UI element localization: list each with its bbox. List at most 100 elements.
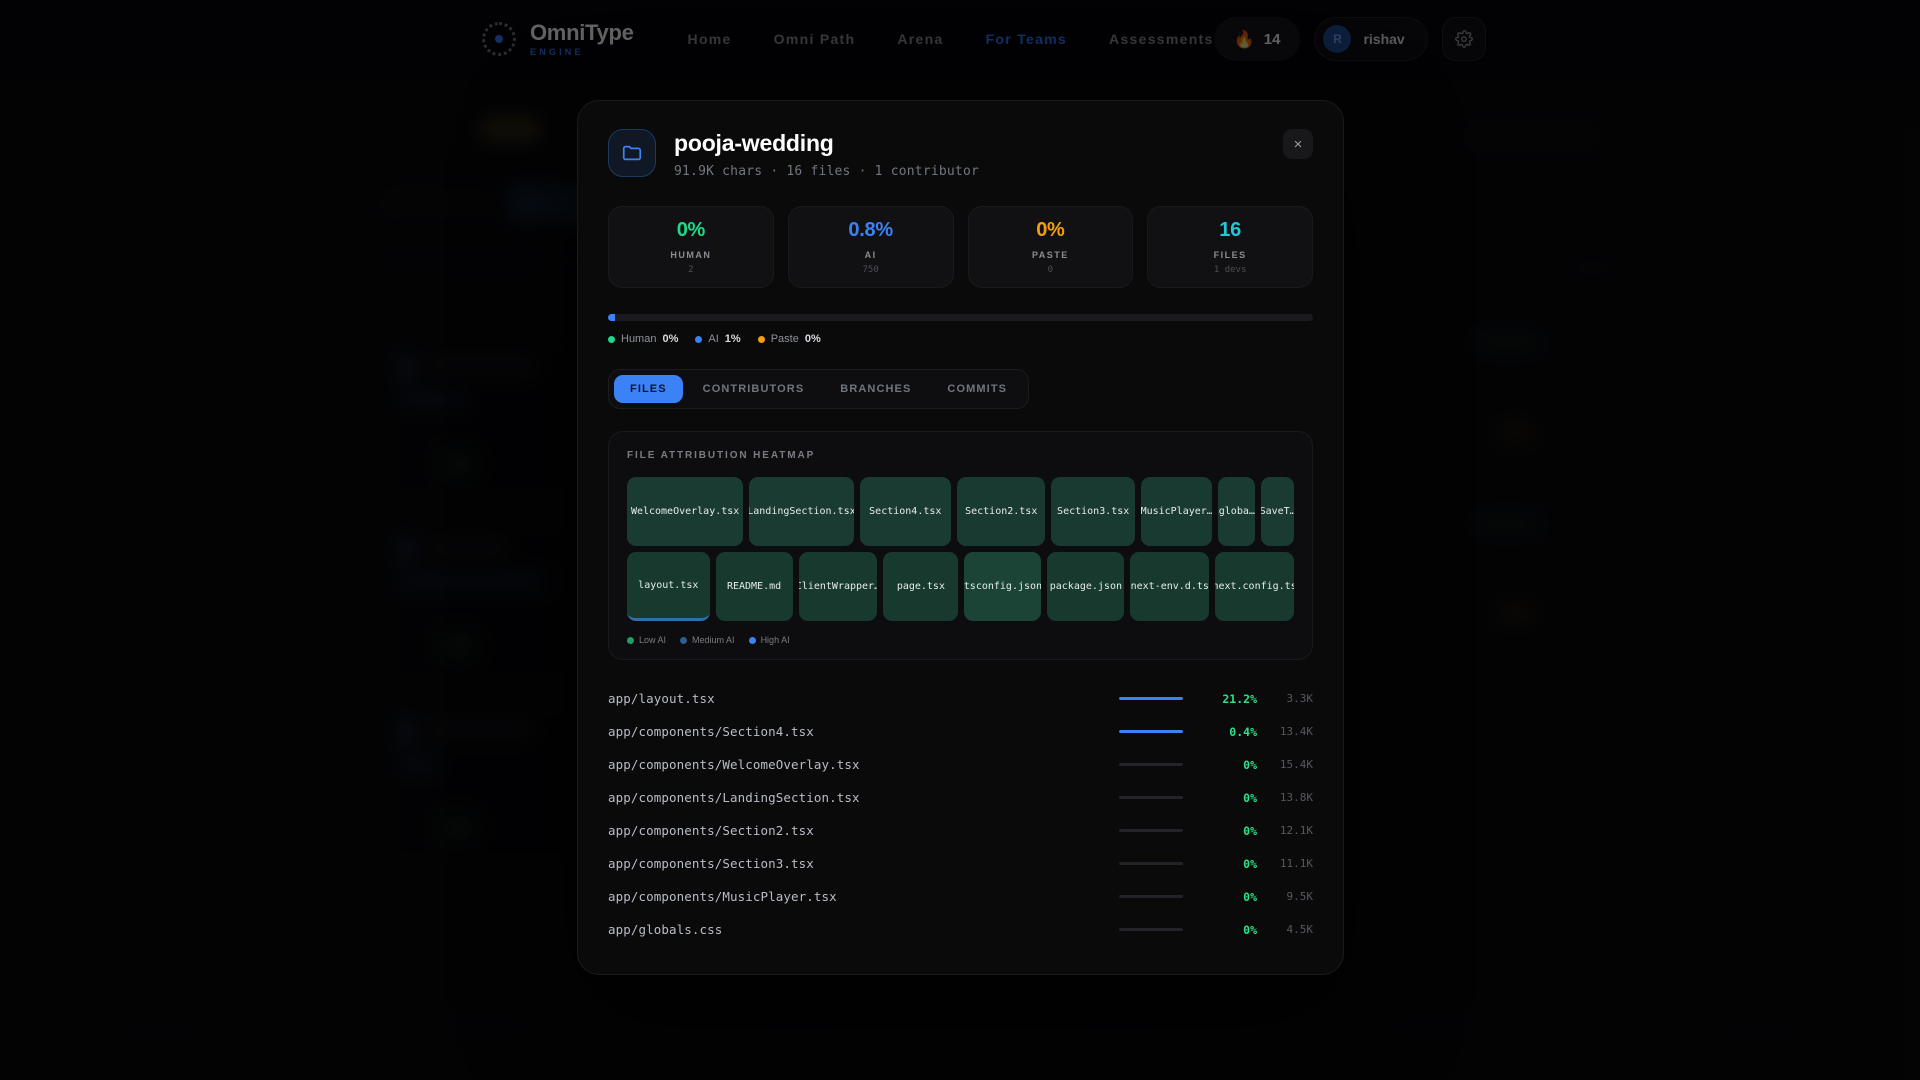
- legend-label: Medium AI: [692, 635, 735, 645]
- heatmap-tile[interactable]: ClientWrapper…: [798, 552, 878, 621]
- file-path: app/components/Section3.tsx: [608, 856, 814, 871]
- stat-value: 0%: [1036, 219, 1065, 241]
- stat-card-human: 0% HUMAN 2: [608, 206, 774, 288]
- heatmap-tile[interactable]: Section2.tsx: [957, 477, 1046, 546]
- file-size: 9.5K: [1286, 890, 1314, 903]
- heatmap-tile[interactable]: next-env.d.ts: [1130, 552, 1210, 621]
- folder-icon: [622, 145, 642, 161]
- file-percent: 0%: [1243, 922, 1257, 937]
- stat-sub: 1 devs: [1213, 265, 1247, 275]
- file-size: 3.3K: [1286, 692, 1314, 705]
- heatmap-legend-high: High AI: [748, 635, 790, 645]
- file-percent: 0%: [1243, 823, 1257, 838]
- legend-label: Human: [621, 333, 657, 345]
- file-percent: 0%: [1243, 889, 1257, 904]
- file-percent: 0%: [1243, 757, 1257, 772]
- file-path: app/components/Section4.tsx: [608, 724, 814, 739]
- stat-value: 0%: [676, 219, 706, 241]
- legend-dot-icon: [748, 636, 756, 644]
- file-ai-bar: [1119, 862, 1183, 865]
- heatmap-tile[interactable]: next.config.ts: [1215, 552, 1294, 621]
- heatmap-tile[interactable]: WelcomeOverlay.tsx: [627, 477, 744, 546]
- file-ai-bar: [1119, 928, 1183, 931]
- file-ai-bar: [1119, 763, 1183, 766]
- file-path: app/components/Section2.tsx: [608, 823, 814, 838]
- heatmap-row: layout.tsx README.md ClientWrapper… page…: [627, 552, 1294, 621]
- legend-label: Paste: [770, 333, 799, 345]
- file-row[interactable]: app/layout.tsx 21.2% 3.3K: [608, 682, 1313, 715]
- heatmap-legend-medium: Medium AI: [680, 635, 735, 645]
- attribution-progress: Human 0% AI 1% Paste 0%: [608, 314, 1313, 345]
- file-size: 15.4K: [1279, 758, 1313, 771]
- stat-label: AI: [864, 250, 877, 260]
- legend-label: Low AI: [639, 635, 667, 645]
- heatmap-legend: Low AI Medium AI High AI: [627, 635, 1294, 645]
- file-path: app/globals.css: [608, 922, 723, 937]
- file-row[interactable]: app/components/MusicPlayer.tsx 0% 9.5K: [608, 880, 1313, 913]
- file-path: app/components/MusicPlayer.tsx: [608, 889, 837, 904]
- legend-item-ai: AI 1%: [695, 333, 741, 345]
- tab-files[interactable]: FILES: [614, 375, 683, 403]
- legend-dot-icon: [695, 335, 703, 343]
- file-size: 12.1K: [1279, 824, 1313, 837]
- heatmap-tile[interactable]: Section3.tsx: [1051, 477, 1135, 546]
- repo-meta: 91.9K chars · 16 files · 1 contributor: [674, 164, 980, 179]
- file-path: app/components/WelcomeOverlay.tsx: [608, 757, 860, 772]
- stat-card-files: 16 FILES 1 devs: [1147, 206, 1313, 288]
- progress-segment-ai: [608, 314, 616, 321]
- file-row[interactable]: app/components/Section4.tsx 0.4% 13.4K: [608, 715, 1313, 748]
- tab-contributors[interactable]: CONTRIBUTORS: [702, 383, 805, 395]
- repo-folder-icon-wrap: [608, 129, 656, 177]
- heatmap-tile[interactable]: globa…: [1218, 477, 1256, 546]
- stat-card-paste: 0% PASTE 0: [967, 206, 1134, 288]
- heatmap-tile[interactable]: LandingSection.tsx: [749, 477, 854, 546]
- file-row[interactable]: app/components/WelcomeOverlay.tsx 0% 15.…: [608, 748, 1313, 781]
- heatmap-tile[interactable]: Section4.tsx: [859, 477, 951, 546]
- heatmap-tile[interactable]: MusicPlayer…: [1140, 477, 1213, 546]
- file-attribution-heatmap-panel: FILE ATTRIBUTION HEATMAP WelcomeOverlay.…: [608, 431, 1313, 660]
- heatmap-tile[interactable]: tsconfig.json: [964, 552, 1042, 621]
- close-icon: ×: [1293, 135, 1303, 153]
- file-path: app/layout.tsx: [608, 691, 715, 706]
- modal-tabs: FILES CONTRIBUTORS BRANCHES COMMITS: [608, 369, 1030, 409]
- legend-item-human: Human 0%: [608, 333, 678, 345]
- legend-item-paste: Paste 0%: [757, 333, 821, 345]
- heatmap-row: WelcomeOverlay.tsx LandingSection.tsx Se…: [627, 477, 1295, 546]
- file-ai-bar: [1119, 895, 1183, 898]
- file-row[interactable]: app/globals.css 0% 4.5K: [608, 913, 1313, 946]
- heatmap-tile-selected[interactable]: layout.tsx: [627, 552, 710, 621]
- file-percent: 0.4%: [1229, 724, 1257, 739]
- tab-commits[interactable]: COMMITS: [947, 383, 1008, 395]
- stats-row: 0% HUMAN 2 0.8% AI 750 0% PASTE 0 16 FIL…: [608, 206, 1313, 288]
- heatmap-tile[interactable]: page.tsx: [883, 552, 959, 621]
- file-size: 11.1K: [1279, 857, 1313, 870]
- progress-track: [608, 314, 1313, 321]
- modal-header: pooja-wedding 91.9K chars · 16 files · 1…: [608, 129, 1313, 179]
- file-row[interactable]: app/components/LandingSection.tsx 0% 13.…: [608, 781, 1313, 814]
- file-size: 13.8K: [1279, 791, 1313, 804]
- heatmap-tile[interactable]: README.md: [715, 552, 793, 621]
- close-button[interactable]: ×: [1283, 129, 1313, 159]
- heatmap-tile[interactable]: package.json: [1047, 552, 1125, 621]
- file-ai-bar: [1119, 829, 1183, 832]
- file-size: 4.5K: [1286, 923, 1314, 936]
- stat-label: FILES: [1213, 250, 1247, 260]
- progress-legend: Human 0% AI 1% Paste 0%: [608, 333, 1313, 345]
- file-percent: 21.2%: [1222, 691, 1257, 706]
- heatmap-tile[interactable]: SaveT…: [1261, 477, 1295, 546]
- legend-label: AI: [708, 333, 719, 345]
- file-list: app/layout.tsx 21.2% 3.3K app/components…: [608, 682, 1313, 946]
- legend-dot-icon: [680, 636, 688, 644]
- stat-sub: 750: [862, 265, 879, 275]
- legend-dot-icon: [757, 335, 765, 343]
- file-row[interactable]: app/components/Section3.tsx 0% 11.1K: [608, 847, 1313, 880]
- stat-value: 0.8%: [848, 219, 893, 241]
- file-row[interactable]: app/components/Section2.tsx 0% 12.1K: [608, 814, 1313, 847]
- file-size: 13.4K: [1279, 725, 1313, 738]
- stat-card-ai: 0.8% AI 750: [787, 206, 954, 288]
- legend-value: 1%: [724, 333, 741, 345]
- file-ai-bar: [1119, 796, 1183, 799]
- stat-sub: 2: [688, 265, 694, 275]
- tab-branches[interactable]: BRANCHES: [840, 383, 912, 395]
